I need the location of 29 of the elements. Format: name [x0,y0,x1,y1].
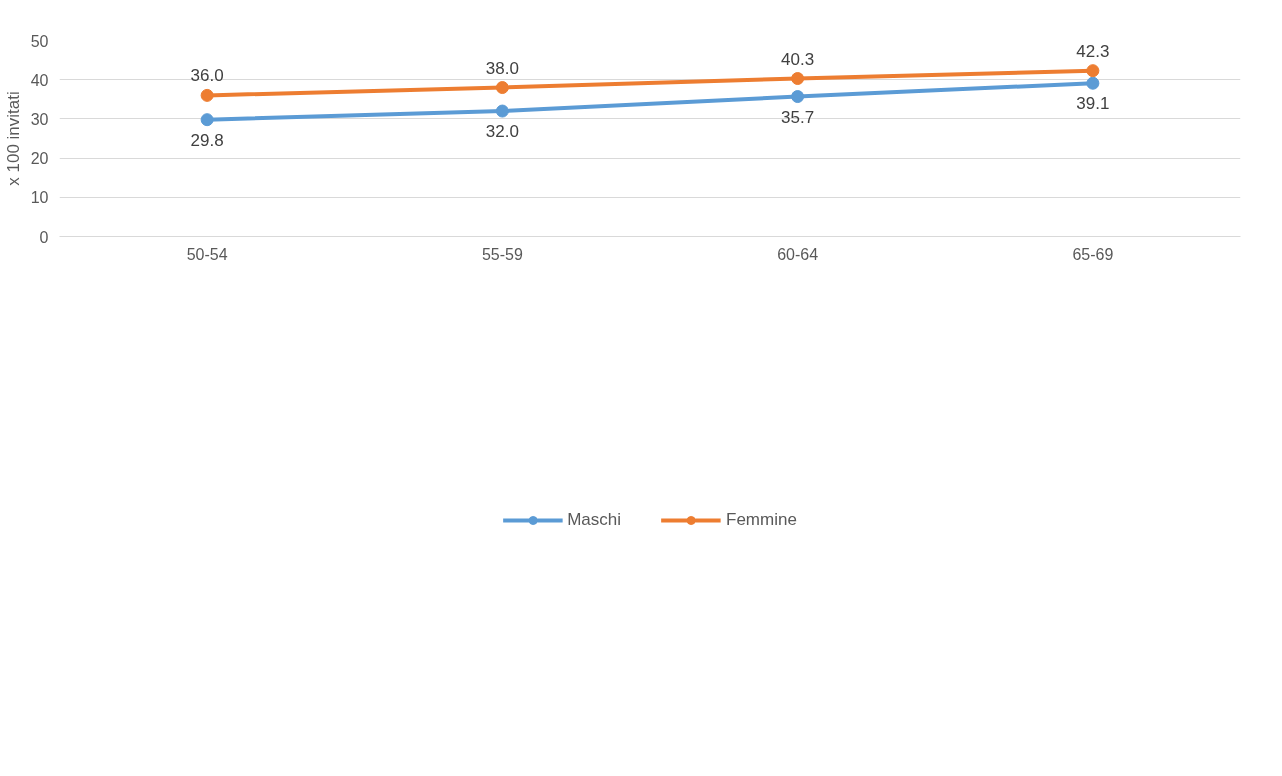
data-label: 39.1 [1076,94,1110,114]
y-tick-label: 0 [39,228,49,246]
x-tick-label: 55-59 [481,245,523,263]
legend-label: Maschi [567,510,621,530]
point [791,90,805,104]
data-label: 29.8 [190,130,224,150]
point [200,113,214,127]
data-label: 40.3 [781,49,815,69]
x-tick-label: 65-69 [1072,245,1114,263]
y-axis-title: x 100 invitati [3,91,23,186]
data-label: 35.7 [781,107,815,127]
point [1086,64,1100,78]
y-tick-label: 30 [30,110,49,128]
point [495,104,509,118]
point [495,81,509,95]
y-tick-label: 20 [30,150,49,168]
point [791,72,805,86]
data-label: 38.0 [485,58,519,78]
point [1086,76,1100,90]
data-label: 42.3 [1076,41,1110,61]
y-tick-label: 50 [30,32,49,50]
legend-label: Femmine [726,510,797,530]
data-label: 36.0 [190,66,224,86]
y-tick-label: 40 [30,71,49,89]
data-label: 32.0 [485,122,519,142]
x-tick-label: 50-54 [186,245,228,263]
x-tick-label: 60-64 [777,245,819,263]
point [200,88,214,102]
y-tick-label: 10 [30,189,49,207]
